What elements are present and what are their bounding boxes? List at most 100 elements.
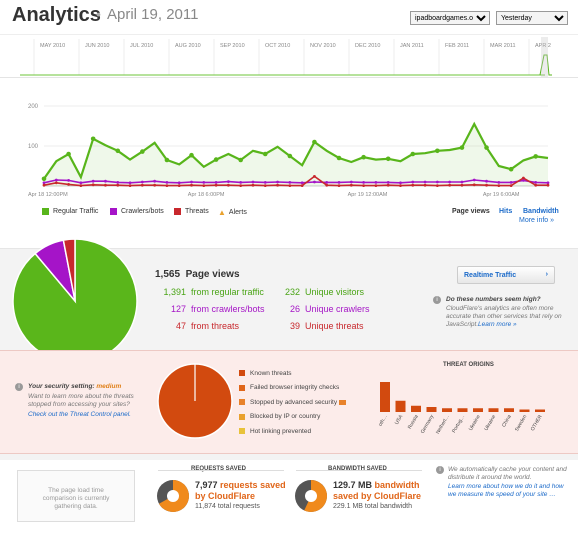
security-legend-item: Blocked by IP or country: [239, 410, 346, 425]
x-tick-label: Apr 19 12:00AM: [348, 192, 388, 198]
timeline-month-label: JAN 2011: [400, 43, 424, 49]
threat-control-link[interactable]: Check out the Threat Control panel.: [28, 411, 131, 418]
page-views-total: 1,565 Page views: [155, 269, 240, 280]
data-point: [460, 183, 464, 187]
data-point: [374, 181, 378, 184]
timeline-month-label: SEP 2010: [220, 43, 245, 49]
learn-more-link[interactable]: Learn more »: [478, 321, 517, 328]
timeline-month-label: JUN 2010: [85, 43, 109, 49]
data-point: [497, 184, 501, 187]
origin-label: oth…: [378, 414, 389, 427]
timeline-month-label: JUL 2010: [130, 43, 153, 49]
timeline-navigator[interactable]: MAY 2010 JUN 2010 JUL 2010 AUG 2010 SEP 2010…: [0, 34, 578, 78]
data-point: [337, 184, 341, 187]
stat-number: 47: [175, 321, 186, 331]
origin-bar: [380, 382, 390, 412]
data-point: [104, 179, 107, 183]
data-point: [337, 181, 341, 184]
stat-unique-threats: 39 Unique threats: [270, 321, 364, 331]
realtime-traffic-button[interactable]: Realtime Traffic ›: [457, 266, 555, 284]
data-point: [90, 136, 96, 142]
legend-label: Known threats: [250, 369, 292, 377]
data-point: [153, 179, 157, 183]
cache-link[interactable]: Learn more about how we do it and how we…: [448, 483, 564, 498]
security-legend-item: Known threats: [239, 366, 346, 381]
site-select[interactable]: ipadboardgames.org: [410, 11, 490, 25]
origin-label: OTHER: [530, 414, 544, 432]
origin-bar: [488, 408, 499, 412]
data-point: [140, 149, 145, 154]
traffic-pie-chart: [12, 238, 138, 364]
stat-label: Unique threats: [305, 321, 364, 331]
origin-bar: [442, 408, 452, 412]
bandwidth-total: 229.1 MB total bandwidth: [333, 503, 412, 510]
legend-crawlers: Crawlers/bots: [110, 208, 164, 215]
report-date: April 19, 2011: [107, 6, 199, 23]
origin-label: Russia: [407, 414, 420, 430]
origin-bar: [457, 408, 468, 412]
x-tick-label: Apr 18 6:00PM: [188, 192, 225, 198]
security-text: Want to learn more about the threats sto…: [28, 393, 134, 408]
data-point: [165, 184, 169, 187]
data-point: [435, 148, 440, 154]
tab-page-views[interactable]: Page views: [452, 208, 490, 215]
legend-label: Threats: [185, 208, 209, 215]
data-point: [472, 183, 476, 187]
data-point: [313, 175, 316, 178]
data-point: [128, 181, 132, 185]
data-point: [177, 181, 181, 185]
divider: [158, 470, 284, 471]
page-title: Analytics: [12, 4, 101, 26]
data-point: [251, 180, 255, 184]
data-point: [104, 183, 107, 187]
info-icon: i: [436, 466, 444, 474]
divider: [296, 470, 422, 471]
legend-regular: Regular Traffic: [42, 208, 98, 215]
pie-slice-threats: [62, 238, 76, 302]
period-select[interactable]: Yesterday: [496, 11, 568, 25]
data-point: [435, 180, 439, 184]
data-point: [128, 184, 132, 187]
legend-label: Hot linking prevented: [250, 427, 312, 435]
timeline-month-label: DEC 2010: [355, 43, 380, 49]
page-header: Analytics • April 19, 2011 ipadboardgame…: [0, 0, 578, 32]
stat-label: from regular traffic: [191, 287, 264, 297]
data-point: [276, 180, 279, 184]
tab-bandwidth[interactable]: Bandwidth: [523, 208, 559, 215]
origin-label: Netherl…: [435, 414, 451, 435]
security-pie-chart: [157, 363, 233, 439]
tab-hits[interactable]: Hits: [499, 208, 513, 215]
legend-label: Blocked by IP or country: [250, 413, 321, 421]
stat-number: 127: [170, 304, 186, 314]
requests-pie-chart: [157, 480, 189, 512]
stat-label: Unique crawlers: [305, 304, 370, 314]
bandwidth-saved: 129.7 MB bandwidth: [333, 480, 420, 490]
data-point: [239, 184, 243, 187]
data-point: [534, 181, 538, 184]
stat-threats: 47 from threats: [150, 321, 239, 331]
data-point: [325, 181, 329, 184]
stat-unique-visitors: 232 Unique visitors: [270, 287, 364, 297]
requests-by: by CloudFlare: [195, 491, 256, 501]
timeline-spike: [539, 54, 552, 76]
data-point: [423, 183, 427, 187]
origin-bar: [473, 408, 483, 412]
data-point: [460, 180, 464, 184]
data-point: [263, 181, 267, 184]
stat-number: 1,391: [163, 287, 186, 297]
data-point: [546, 181, 550, 185]
data-point: [485, 179, 488, 183]
traffic-chart: 200 100 Apr 18 12:00PM Apr 18 6:00PM Apr 19 …: [0, 98, 578, 248]
pie-hole: [305, 490, 317, 502]
series-line: [43, 121, 549, 181]
data-point: [385, 156, 391, 162]
timeline-month-label: MAY 2010: [40, 43, 65, 49]
origin-bar: [395, 400, 406, 412]
data-point: [67, 179, 70, 182]
data-point: [54, 178, 58, 182]
data-point: [336, 155, 342, 161]
more-info-link[interactable]: More info »: [519, 217, 555, 224]
timeline-month-label: AUG 2010: [175, 43, 201, 49]
traffic-chart-svg: 200 100 Apr 18 12:00PM Apr 18 6:00PM Apr 19 …: [28, 104, 550, 198]
security-legend-item: Stopped by advanced security: [239, 395, 347, 410]
